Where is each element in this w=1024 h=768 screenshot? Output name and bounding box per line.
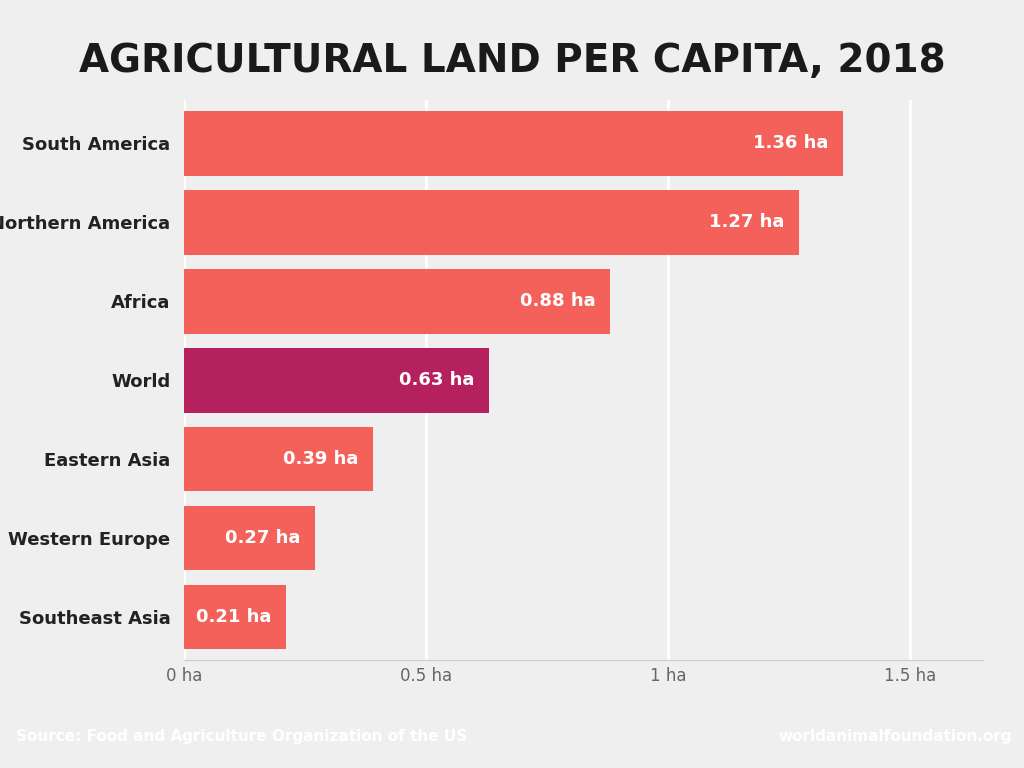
Bar [184,348,489,412]
Bar [184,584,286,650]
Text: 0.21 ha: 0.21 ha [196,608,271,626]
Text: 1.36 ha: 1.36 ha [753,134,828,152]
Bar [184,190,799,255]
Text: 0.88 ha: 0.88 ha [520,292,596,310]
Bar [184,269,610,333]
Bar [184,427,373,492]
Bar [184,505,315,571]
Bar [184,111,843,176]
Text: 1.27 ha: 1.27 ha [710,214,784,231]
Text: Source: Food and Agriculture Organization of the US: Source: Food and Agriculture Organizatio… [16,730,467,744]
Text: AGRICULTURAL LAND PER CAPITA, 2018: AGRICULTURAL LAND PER CAPITA, 2018 [79,42,945,80]
Text: worldanimalfoundation.org: worldanimalfoundation.org [779,730,1013,744]
Text: 0.63 ha: 0.63 ha [399,371,475,389]
Text: 0.39 ha: 0.39 ha [284,450,358,468]
Text: 0.27 ha: 0.27 ha [225,529,300,547]
